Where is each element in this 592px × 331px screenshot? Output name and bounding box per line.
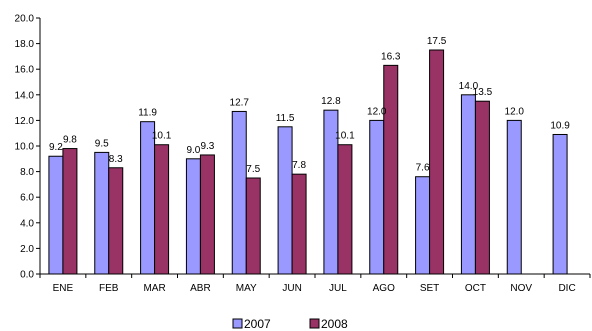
legend-swatch-2008 — [309, 318, 320, 329]
bar-2008 — [245, 177, 261, 275]
bar-2008 — [474, 100, 490, 275]
bar-2007 — [231, 110, 247, 275]
data-label: 9.5 — [95, 138, 109, 149]
x-category-label: FEB — [99, 283, 119, 294]
bar-2008 — [337, 144, 353, 275]
x-category-label: ENE — [53, 283, 74, 294]
x-category-label: NOV — [510, 283, 532, 294]
y-tick-label: 16.0 — [15, 65, 35, 76]
bar-2007 — [277, 126, 293, 275]
x-category-label: JUL — [329, 283, 347, 294]
x-category-label: ABR — [190, 283, 211, 294]
y-tick-label: 8.0 — [20, 167, 34, 178]
x-category-label: SET — [420, 283, 439, 294]
x-category-label: MAR — [143, 283, 165, 294]
bar-2007 — [552, 133, 568, 275]
y-tick-label: 4.0 — [20, 218, 34, 229]
y-tick-label: 10.0 — [15, 142, 35, 153]
data-label: 10.9 — [550, 120, 570, 131]
bar-2008 — [62, 148, 78, 275]
bar-2008 — [154, 144, 170, 275]
y-tick-label: 20.0 — [15, 14, 35, 25]
bar-2007 — [415, 176, 431, 275]
y-tick-label: 6.0 — [20, 193, 34, 204]
bar-2007 — [185, 158, 201, 275]
x-axis: ENE FEB MAR ABR MAY JUN JUL AGO SET OCT NOV DIC — [39, 273, 591, 294]
data-label: 9.0 — [186, 145, 200, 156]
data-label: 9.2 — [49, 142, 63, 153]
bars — [48, 49, 568, 275]
data-label: 7.6 — [416, 163, 430, 174]
y-axis: 0.0 2.0 4.0 6.0 8.0 10.0 12.0 14.0 16.0 18.0 20.0 — [15, 14, 41, 281]
bar-2007 — [369, 119, 385, 275]
x-category-label: AGO — [373, 283, 395, 294]
data-label: 7.8 — [292, 160, 306, 171]
x-category-label: OCT — [465, 283, 486, 294]
bar-2007 — [48, 155, 64, 275]
bar-2007 — [506, 119, 522, 275]
bar-2008 — [291, 173, 307, 275]
data-label: 9.3 — [200, 141, 214, 152]
legend-label: 2007 — [244, 317, 271, 331]
bar-2008 — [199, 154, 215, 275]
bar-2007 — [140, 121, 156, 275]
bar-2008 — [383, 64, 399, 275]
data-label: 16.3 — [381, 51, 401, 62]
bar-2008 — [429, 49, 445, 275]
data-label: 10.1 — [335, 131, 355, 142]
legend-swatch-2007 — [232, 318, 243, 329]
y-tick-label: 14.0 — [15, 90, 35, 101]
data-labels: 9.2 9.5 11.9 9.0 12.7 11.5 12.8 12.0 7.6 14.0 12.0… — [49, 36, 570, 175]
bar-2007 — [460, 94, 476, 275]
x-category-label: DIC — [558, 283, 575, 294]
bar-2007 — [94, 151, 110, 275]
x-category-label: MAY — [236, 283, 257, 294]
data-label: 9.8 — [63, 135, 77, 146]
y-tick-label: 0.0 — [20, 270, 34, 281]
data-label: 11.9 — [138, 108, 157, 119]
data-label: 12.7 — [230, 97, 250, 108]
x-category-label: JUN — [282, 283, 301, 294]
data-label: 17.5 — [427, 36, 447, 47]
data-label: 14.0 — [459, 81, 479, 92]
data-label: 11.5 — [276, 113, 295, 124]
y-tick-label: 2.0 — [20, 244, 34, 255]
data-label: 10.1 — [152, 131, 172, 142]
data-label: 7.5 — [246, 164, 260, 175]
legend: 2007 2008 — [232, 317, 348, 331]
data-label: 12.0 — [505, 106, 525, 117]
y-tick-label: 18.0 — [15, 39, 35, 50]
data-label: 13.5 — [473, 87, 493, 98]
legend-label: 2008 — [321, 317, 348, 331]
data-label: 12.0 — [367, 106, 387, 117]
y-tick-label: 12.0 — [15, 116, 35, 127]
data-label: 8.3 — [109, 154, 123, 165]
data-label: 12.8 — [321, 96, 341, 107]
bar-2008 — [108, 167, 124, 275]
